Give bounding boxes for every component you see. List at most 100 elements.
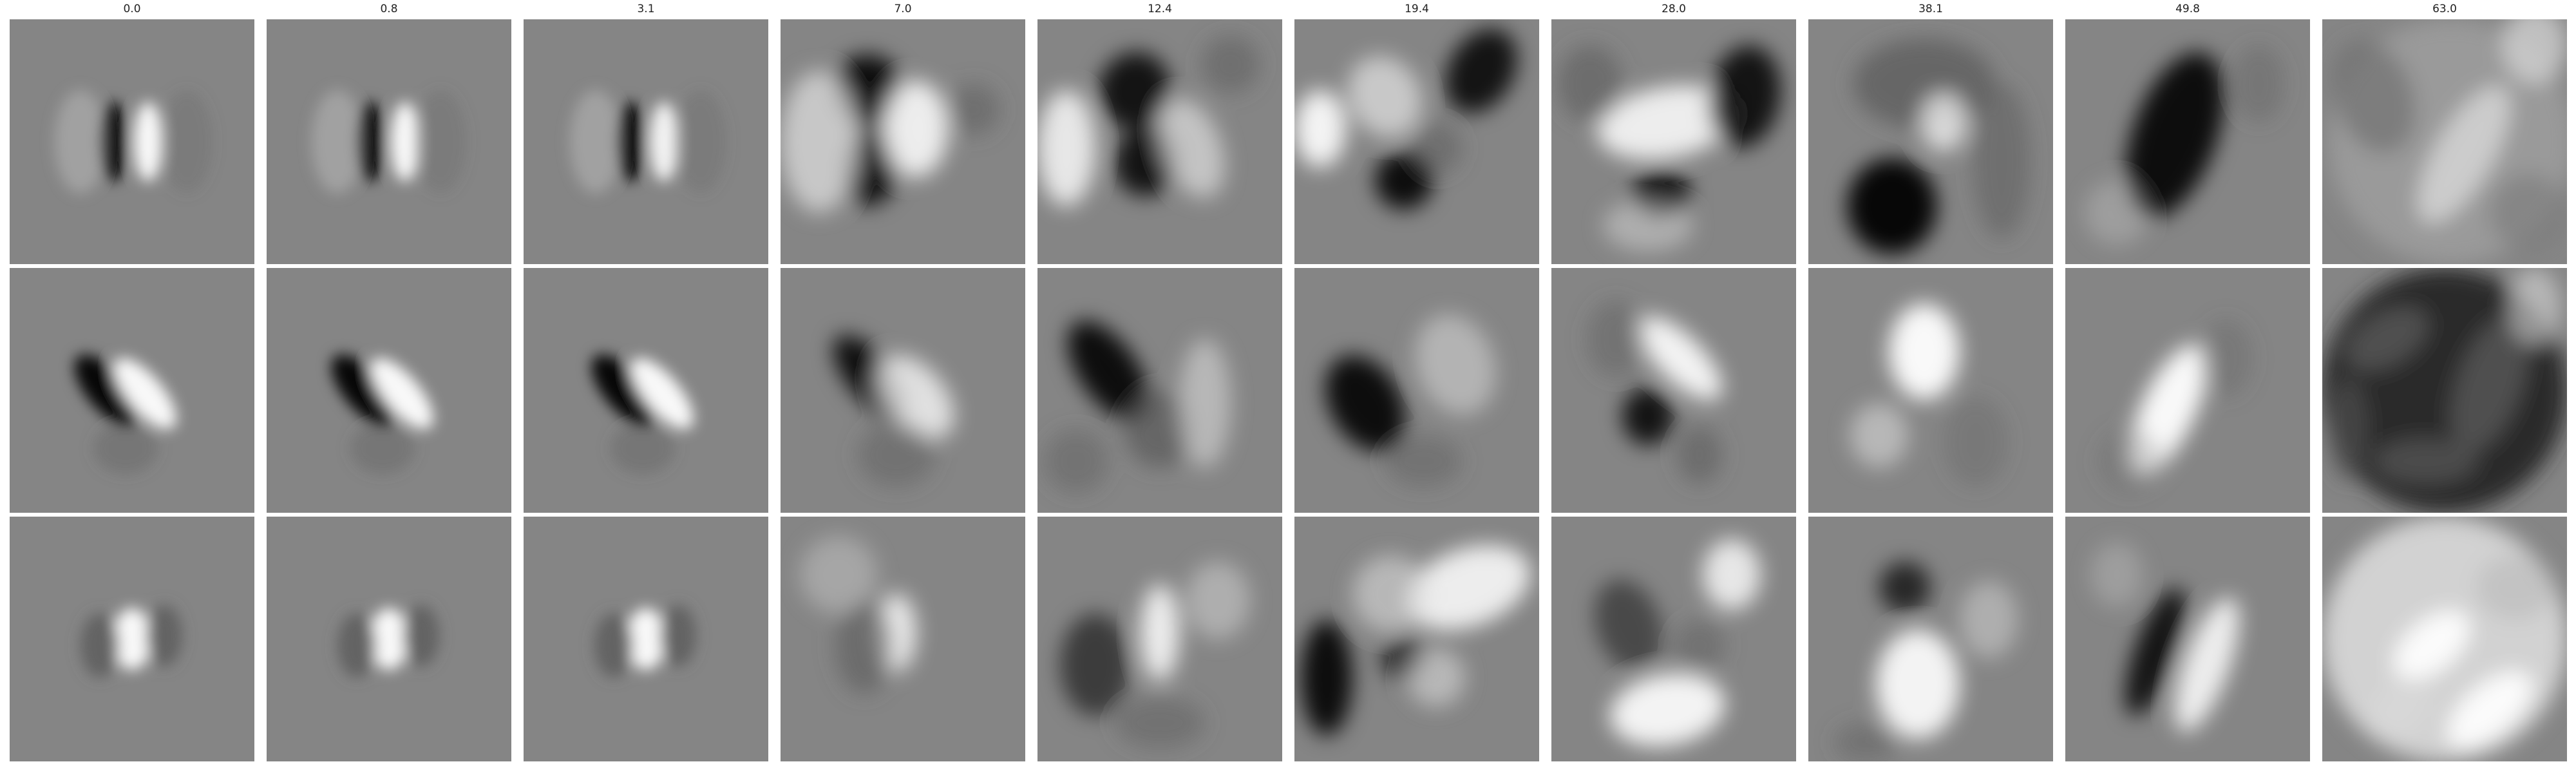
image-blob bbox=[2447, 671, 2533, 749]
image-blob bbox=[134, 102, 162, 182]
image-blob bbox=[1067, 320, 1150, 422]
image-blob bbox=[594, 613, 633, 678]
image-blob bbox=[312, 90, 363, 193]
image-blob bbox=[2503, 19, 2567, 84]
image-blob bbox=[611, 423, 675, 474]
image-blob bbox=[2509, 268, 2561, 345]
column-title: 0.8 bbox=[380, 3, 398, 15]
image-blob bbox=[113, 608, 151, 670]
column-title: 12.4 bbox=[1148, 3, 1172, 15]
image-blob bbox=[1352, 555, 1430, 633]
image-blob bbox=[355, 102, 384, 182]
image-blob bbox=[2085, 180, 2149, 245]
image-blob bbox=[2450, 316, 2529, 452]
image-blob bbox=[1325, 355, 1406, 452]
image-blob bbox=[113, 358, 176, 430]
image-blob bbox=[591, 354, 656, 426]
filter-image bbox=[1037, 19, 1282, 264]
image-blob bbox=[370, 608, 408, 670]
image-blob bbox=[1834, 723, 1899, 761]
image-blob bbox=[1179, 339, 1231, 468]
image-blob bbox=[1879, 562, 1931, 613]
image-blob bbox=[1876, 629, 1960, 739]
image-blob bbox=[650, 102, 678, 182]
filter-image bbox=[1294, 19, 1539, 264]
image-blob bbox=[1609, 673, 1725, 747]
filter-image bbox=[524, 517, 768, 761]
image-blob bbox=[1973, 84, 2031, 238]
image-blob bbox=[675, 90, 726, 193]
image-blob bbox=[948, 84, 999, 135]
image-blob bbox=[1587, 300, 1645, 377]
filter-image bbox=[1294, 517, 1539, 761]
image-blob bbox=[99, 102, 127, 182]
filter-image bbox=[2065, 517, 2310, 761]
image-blob bbox=[877, 355, 954, 439]
image-blob bbox=[2490, 174, 2567, 251]
image-blob bbox=[660, 605, 696, 667]
filter-image bbox=[524, 19, 768, 264]
filter-image bbox=[2322, 19, 2567, 264]
image-blob bbox=[1847, 158, 1937, 254]
image-blob bbox=[1115, 697, 1205, 749]
column-title: 49.8 bbox=[2175, 3, 2200, 15]
column-title: 19.4 bbox=[1405, 3, 1429, 15]
column-title: 28.0 bbox=[1662, 3, 1686, 15]
image-blob bbox=[1603, 200, 1693, 251]
image-blob bbox=[1407, 649, 1465, 707]
image-blob bbox=[1944, 397, 2008, 487]
filter-image bbox=[2322, 517, 2567, 761]
image-blob bbox=[1597, 85, 1738, 160]
filter-image bbox=[267, 19, 511, 264]
image-blob bbox=[337, 613, 376, 678]
image-blob bbox=[415, 90, 466, 193]
image-blob bbox=[74, 354, 138, 426]
image-blob bbox=[331, 354, 395, 426]
filter-image bbox=[267, 517, 511, 761]
image-blob bbox=[2098, 429, 2162, 493]
image-blob bbox=[1594, 579, 1663, 673]
image-blob bbox=[350, 423, 415, 474]
image-blob bbox=[146, 605, 182, 667]
image-blob bbox=[835, 597, 893, 694]
image-blob bbox=[1674, 620, 1725, 671]
image-blob bbox=[1889, 303, 1960, 400]
image-blob bbox=[800, 536, 877, 613]
filter-image bbox=[1037, 517, 1282, 761]
image-blob bbox=[1301, 620, 1352, 736]
image-blob bbox=[1098, 52, 1170, 129]
image-blob bbox=[161, 90, 213, 193]
image-blob bbox=[1638, 316, 1722, 400]
column-title: 7.0 bbox=[894, 3, 912, 15]
image-blob bbox=[1044, 429, 1108, 493]
filter-image bbox=[10, 517, 254, 761]
image-blob bbox=[2477, 555, 2554, 620]
image-blob bbox=[1445, 28, 1517, 113]
filter-image bbox=[1037, 268, 1282, 513]
image-blob bbox=[403, 605, 439, 667]
filter-image bbox=[1551, 268, 1796, 513]
image-blob bbox=[1921, 93, 1966, 151]
image-blob bbox=[1060, 613, 1131, 716]
image-blob bbox=[2175, 597, 2239, 732]
image-blob bbox=[2332, 40, 2416, 153]
image-blob bbox=[2201, 320, 2252, 397]
filter-image bbox=[1551, 19, 1796, 264]
image-blob bbox=[2125, 52, 2224, 218]
filter-image bbox=[1808, 19, 2053, 264]
filter-image bbox=[2322, 268, 2567, 513]
filter-image bbox=[2065, 268, 2310, 513]
image-blob bbox=[627, 608, 665, 670]
image-blob bbox=[616, 102, 644, 182]
image-blob bbox=[391, 102, 419, 182]
image-blob bbox=[570, 90, 621, 193]
filter-image bbox=[1808, 268, 2053, 513]
image-blob bbox=[1294, 90, 1346, 167]
filter-image bbox=[10, 268, 254, 513]
image-blob bbox=[2233, 45, 2284, 122]
panel-background bbox=[524, 19, 768, 264]
column-title: 63.0 bbox=[2432, 3, 2457, 15]
panel-background bbox=[10, 19, 254, 264]
filter-image bbox=[781, 517, 1025, 761]
column-title: 38.1 bbox=[1918, 3, 1943, 15]
